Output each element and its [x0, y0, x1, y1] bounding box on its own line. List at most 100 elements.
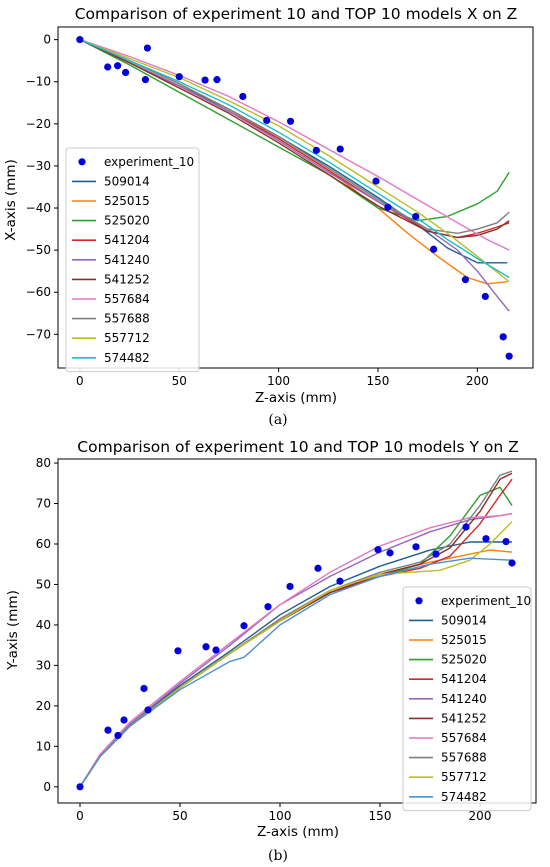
- data-point: [212, 646, 220, 654]
- series-line-574482: [79, 38, 510, 279]
- y-tick-label: −30: [26, 159, 51, 173]
- y-tick-label: 60: [36, 537, 51, 551]
- legend-label: experiment_10: [441, 594, 531, 608]
- data-point: [144, 706, 152, 714]
- data-point: [374, 546, 382, 554]
- data-point: [482, 535, 490, 543]
- series-line-557684: [79, 38, 510, 251]
- data-point: [114, 731, 122, 740]
- data-point: [481, 292, 489, 301]
- y-tick-label: −70: [26, 327, 51, 341]
- x-tick-label: 100: [267, 374, 290, 388]
- data-point: [432, 550, 440, 558]
- legend-label: 541204: [441, 672, 487, 686]
- data-point: [412, 212, 420, 221]
- x-axis-label: Z-axis (mm): [257, 824, 339, 840]
- data-point: [121, 68, 130, 77]
- chart-title: Comparison of experiment 10 and TOP 10 m…: [77, 438, 518, 456]
- data-point: [286, 117, 295, 125]
- data-point: [120, 716, 128, 724]
- x-tick-label: 0: [76, 374, 84, 388]
- data-point: [174, 647, 182, 655]
- data-point: [264, 603, 272, 611]
- x-tick-label: 200: [469, 809, 492, 823]
- y-tick-label: −20: [26, 117, 51, 131]
- plot-area: 0 50 100 150 200 0 10 20 30 40 50 60 70 80 experiment_…: [36, 456, 537, 823]
- data-point: [314, 564, 322, 572]
- y-tick-label: 10: [36, 739, 51, 753]
- data-point: [412, 543, 420, 551]
- data-point: [384, 203, 392, 211]
- y-tick-label: 80: [36, 456, 51, 470]
- legend-label: 541240: [104, 253, 150, 267]
- data-point: [202, 643, 210, 651]
- legend-label: 541252: [104, 272, 150, 286]
- data-point: [263, 116, 271, 125]
- series-line-541240: [79, 38, 510, 312]
- data-point: [175, 73, 183, 81]
- data-point: [104, 726, 112, 734]
- series-line-525020: [79, 38, 510, 222]
- chart-panel-a: Comparison of experiment 10 and TOP 10 m…: [3, 5, 534, 428]
- legend-label: 525015: [441, 633, 487, 647]
- x-tick-label: 50: [172, 809, 187, 823]
- y-tick-label: −60: [26, 285, 51, 299]
- series-line-557688: [79, 38, 510, 235]
- legend-label: 557688: [441, 751, 487, 765]
- data-point: [508, 559, 516, 567]
- y-tick-label: 0: [43, 780, 51, 794]
- y-tick-label: 20: [36, 699, 51, 713]
- data-point: [76, 783, 84, 791]
- legend-label: 557712: [104, 331, 150, 345]
- y-tick-label: 40: [36, 618, 51, 632]
- legend-marker: [415, 597, 423, 605]
- legend-box: [402, 586, 532, 812]
- data-point: [213, 76, 221, 84]
- data-point: [140, 684, 148, 693]
- series-line-541252: [79, 38, 510, 239]
- data-point: [286, 582, 294, 591]
- chart-panel-b: Comparison of experiment 10 and TOP 10 m…: [5, 438, 537, 864]
- data-point: [143, 44, 152, 52]
- y-tick-label: 50: [36, 577, 51, 591]
- legend-label: 574482: [104, 351, 150, 365]
- y-axis-label: X-axis (mm): [3, 159, 19, 241]
- legend-box: [65, 147, 200, 373]
- legend-label: 525020: [104, 214, 150, 228]
- data-point: [372, 177, 380, 185]
- data-point: [141, 76, 150, 84]
- y-tick-label: 70: [36, 497, 51, 511]
- data-point: [336, 577, 344, 585]
- legend-label: 574482: [441, 790, 487, 804]
- y-tick-label: −50: [26, 243, 51, 257]
- legend-label: 509014: [104, 174, 150, 188]
- data-point: [239, 92, 247, 101]
- data-point: [201, 76, 209, 84]
- data-point: [240, 622, 248, 630]
- y-tick-label: −10: [26, 75, 51, 89]
- y-axis-label: Y-axis (mm): [5, 590, 21, 671]
- plot-area: 0 50 100 150 200 0 −10 −20 −30 −40 −50 −60 −70 experi…: [26, 26, 534, 388]
- series-line-541240: [79, 512, 513, 788]
- data-point: [386, 549, 394, 557]
- x-tick-label: 0: [76, 809, 84, 823]
- legend-label: 541204: [104, 233, 150, 247]
- data-point: [104, 63, 112, 71]
- figure-caption: (b): [268, 848, 288, 864]
- y-tick-label: −40: [26, 201, 51, 215]
- legend-label: 525015: [104, 194, 150, 208]
- legend-label: experiment_10: [104, 155, 194, 169]
- data-point: [505, 352, 513, 360]
- x-axis-label: Z-axis (mm): [255, 390, 337, 406]
- data-point: [502, 537, 510, 546]
- legend-label: 525020: [441, 653, 487, 667]
- x-tick-label: 200: [466, 374, 489, 388]
- data-point: [430, 245, 438, 253]
- legend-label: 509014: [441, 613, 487, 627]
- x-tick-label: 50: [172, 374, 187, 388]
- data-point: [312, 146, 320, 154]
- legend-label: 557712: [441, 770, 487, 784]
- x-tick-label: 100: [269, 809, 292, 823]
- legend-marker: [78, 158, 86, 166]
